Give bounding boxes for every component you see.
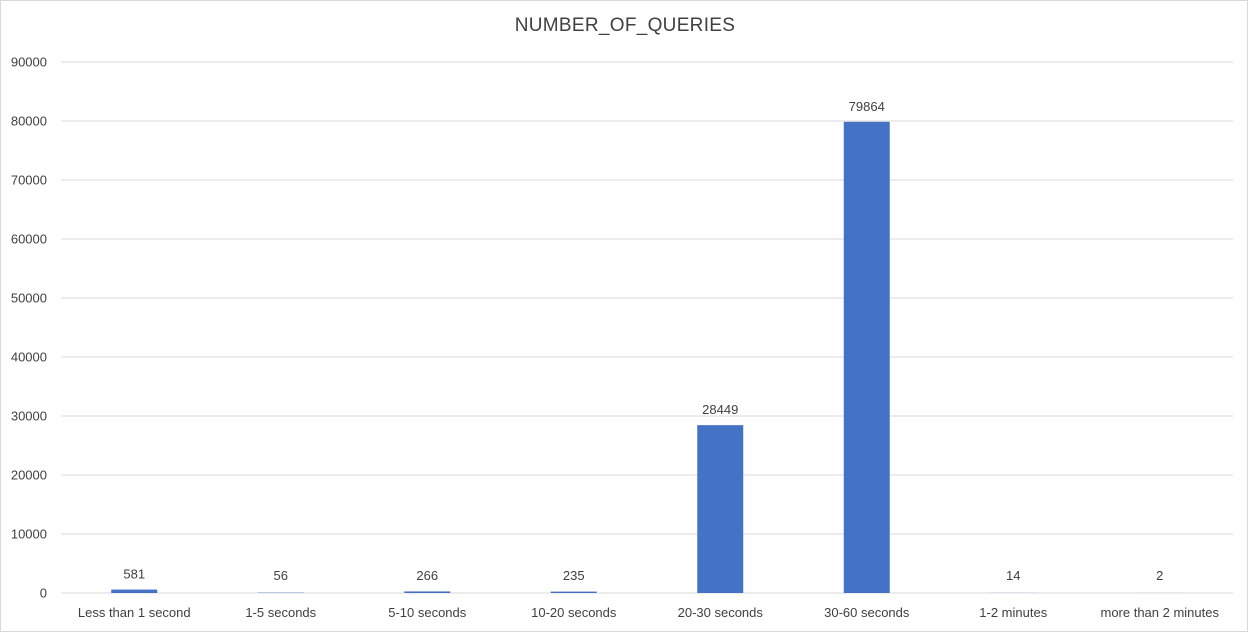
data-label: 266: [416, 568, 438, 583]
y-tick-label: 60000: [11, 232, 47, 247]
y-tick-label: 20000: [11, 468, 47, 483]
bar: [111, 590, 157, 593]
data-label: 14: [1006, 568, 1020, 583]
data-label: 56: [274, 568, 288, 583]
x-tick-label: 5-10 seconds: [388, 605, 467, 620]
y-tick-label: 80000: [11, 114, 47, 129]
data-label: 28449: [702, 402, 738, 417]
bar: [844, 122, 890, 593]
y-tick-label: 0: [40, 586, 47, 601]
y-tick-label: 70000: [11, 173, 47, 188]
data-label: 581: [123, 567, 145, 582]
data-label: 235: [563, 568, 585, 583]
bar: [404, 591, 450, 593]
y-tick-label: 10000: [11, 527, 47, 542]
data-label: 79864: [849, 99, 885, 114]
bar: [697, 425, 743, 593]
y-tick-label: 50000: [11, 291, 47, 306]
x-tick-label: more than 2 minutes: [1100, 605, 1219, 620]
data-label: 2: [1156, 568, 1163, 583]
y-tick-label: 30000: [11, 409, 47, 424]
x-tick-label: 10-20 seconds: [531, 605, 617, 620]
x-tick-label: Less than 1 second: [78, 605, 191, 620]
x-tick-label: 1-2 minutes: [979, 605, 1047, 620]
y-tick-label: 40000: [11, 350, 47, 365]
x-tick-label: 20-30 seconds: [678, 605, 764, 620]
bar: [551, 592, 597, 593]
x-tick-label: 30-60 seconds: [824, 605, 910, 620]
y-tick-label: 90000: [11, 55, 47, 70]
x-tick-label: 1-5 seconds: [245, 605, 316, 620]
